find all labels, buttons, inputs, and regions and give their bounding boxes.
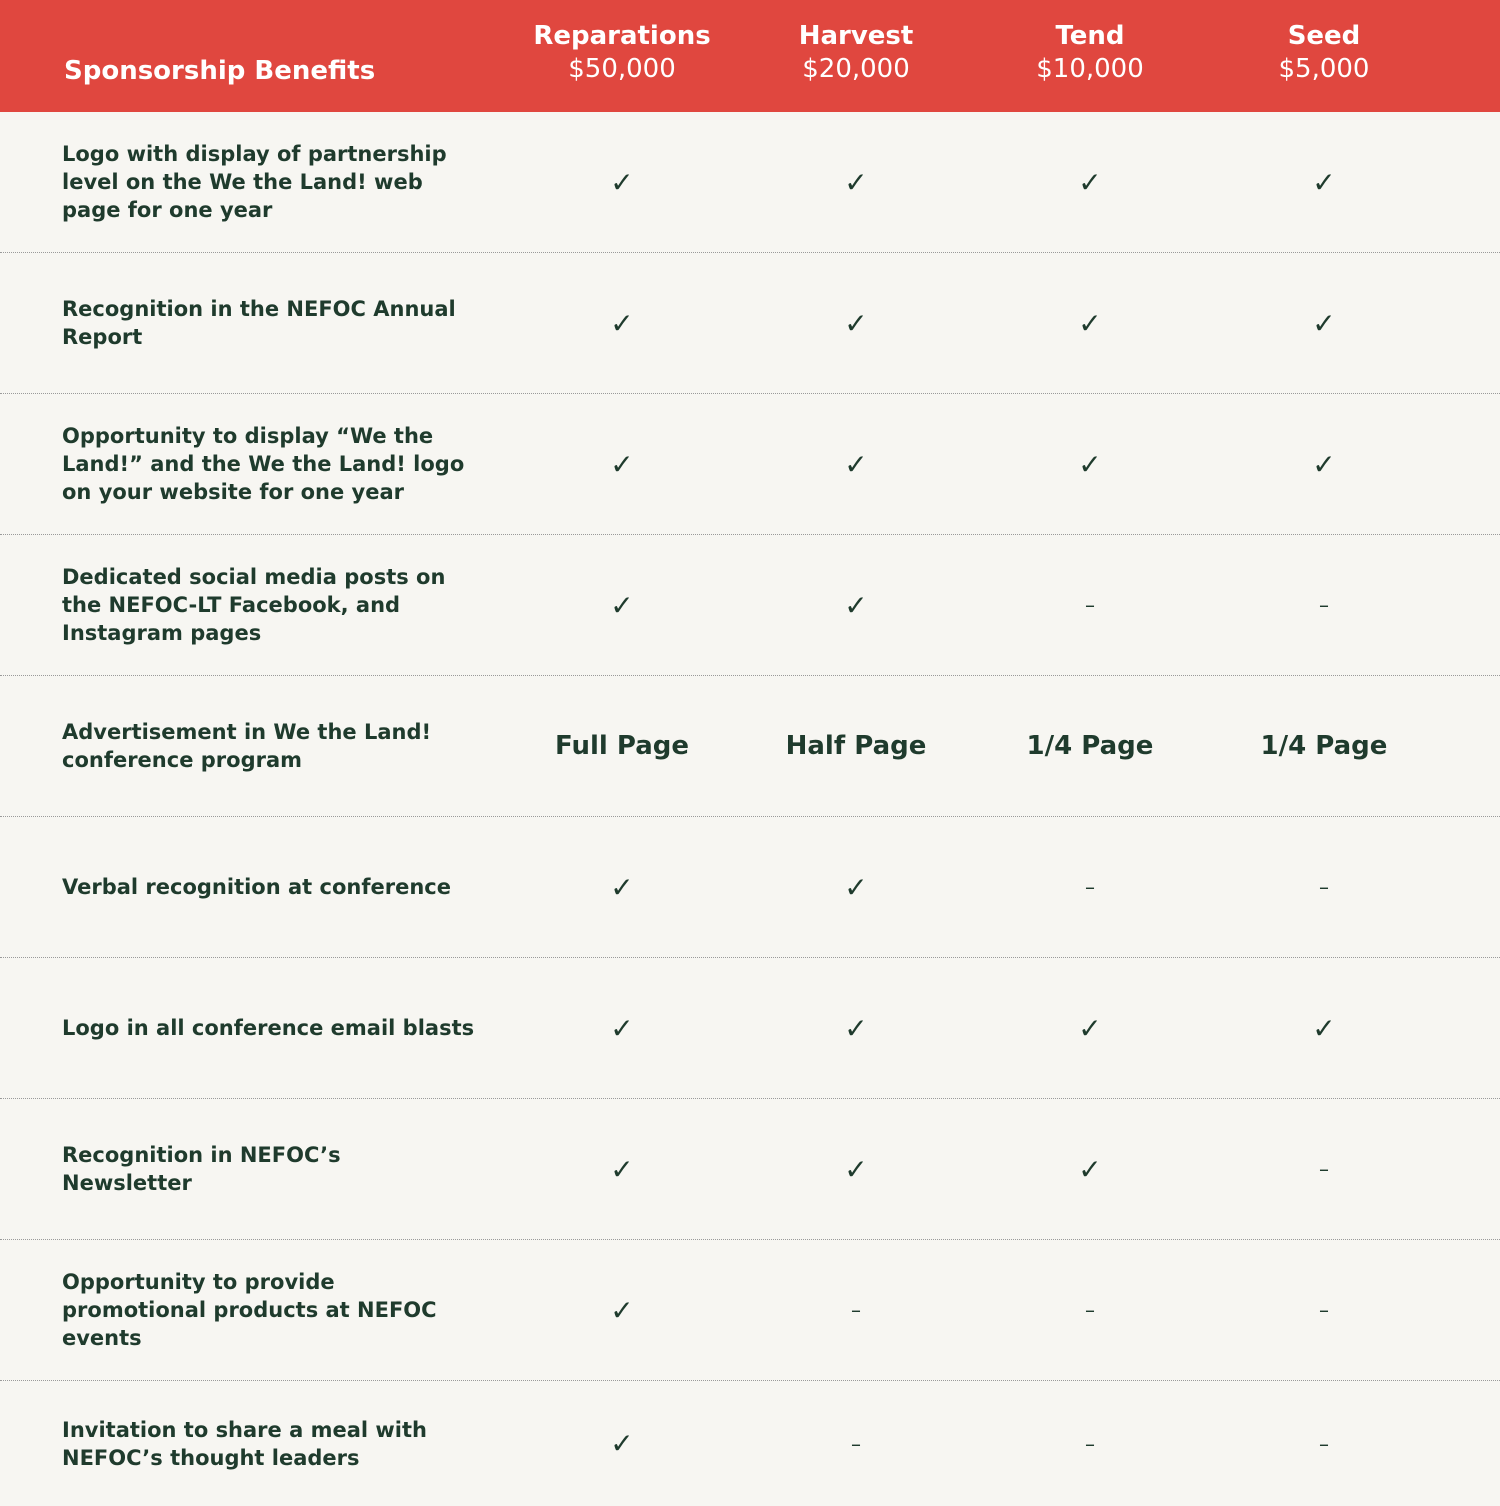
tier-cell: ✓ xyxy=(610,1152,634,1186)
benefit-text: Opportunity to display “We the Land!” an… xyxy=(62,424,465,504)
benefit-cell: Recognition in NEFOC’s Newsletter xyxy=(0,1141,505,1197)
benefit-row: Dedicated social media posts on the NEFO… xyxy=(0,535,1500,676)
tier-cell: ✓ xyxy=(844,1152,868,1186)
tier-cell: – xyxy=(1319,875,1329,899)
benefit-cell: Dedicated social media posts on the NEFO… xyxy=(0,563,505,647)
benefit-row: Logo with display of partnership level o… xyxy=(0,112,1500,253)
benefit-cell: Logo in all conference email blasts xyxy=(0,1014,505,1042)
tier-cell: – xyxy=(1319,593,1329,617)
tier-cell: ✓ xyxy=(1078,306,1102,340)
header-row: Sponsorship Benefits Reparations $50,000 Ha… xyxy=(0,0,1500,112)
benefit-text: Recognition in NEFOC’s Newsletter xyxy=(62,1143,341,1195)
benefit-row: Invitation to share a meal with NEFOC’s … xyxy=(0,1381,1500,1506)
benefit-row: Opportunity to provide promotional produ… xyxy=(0,1240,1500,1381)
tier-price: $10,000 xyxy=(1036,54,1144,84)
benefit-cell: Advertisement in We the Land! conference… xyxy=(0,718,505,774)
tier-cell: – xyxy=(1085,875,1095,899)
tier-cell: ✓ xyxy=(1312,1011,1336,1045)
tier-cell: ✓ xyxy=(610,1293,634,1327)
tier-cell: Full Page xyxy=(555,731,689,761)
benefit-cell: Opportunity to provide promotional produ… xyxy=(0,1268,505,1352)
tier-cell: ✓ xyxy=(1312,447,1336,481)
benefit-cell: Logo with display of partnership level o… xyxy=(0,140,505,224)
tier-cell: ✓ xyxy=(844,870,868,904)
tier-cell: ✓ xyxy=(844,306,868,340)
tier-cell: ✓ xyxy=(844,1011,868,1045)
tier-cell: ✓ xyxy=(1312,306,1336,340)
tier-cell: ✓ xyxy=(610,306,634,340)
tier-header: Harvest $20,000 xyxy=(739,0,973,112)
benefit-row: Verbal recognition at conference ✓ ✓ – – xyxy=(0,817,1500,958)
tier-cell: – xyxy=(1319,1298,1329,1322)
benefit-text: Logo with display of partnership level o… xyxy=(62,142,447,222)
header-title: Sponsorship Benefits xyxy=(64,56,376,86)
tier-cell: ✓ xyxy=(844,588,868,622)
benefit-row: Recognition in NEFOC’s Newsletter ✓ ✓ ✓ – xyxy=(0,1099,1500,1240)
benefit-cell: Invitation to share a meal with NEFOC’s … xyxy=(0,1416,505,1472)
tier-header: Tend $10,000 xyxy=(973,0,1207,112)
benefit-text: Verbal recognition at conference xyxy=(62,875,451,899)
tier-cell: ✓ xyxy=(610,165,634,199)
benefit-cell: Opportunity to display “We the Land!” an… xyxy=(0,422,505,506)
tier-cell: ✓ xyxy=(844,165,868,199)
benefit-text: Dedicated social media posts on the NEFO… xyxy=(62,565,446,645)
tier-cell: Half Page xyxy=(785,731,927,761)
tier-cell: ✓ xyxy=(610,447,634,481)
benefit-text: Recognition in the NEFOC Annual Report xyxy=(62,297,456,349)
benefit-cell: Verbal recognition at conference xyxy=(0,873,505,901)
benefit-text: Invitation to share a meal with NEFOC’s … xyxy=(62,1417,427,1470)
tier-cell: – xyxy=(1085,593,1095,617)
benefit-text: Logo in all conference email blasts xyxy=(62,1016,475,1040)
benefit-text: Opportunity to provide promotional produ… xyxy=(62,1270,437,1350)
tier-cell: ✓ xyxy=(1078,1011,1102,1045)
tier-cell: ✓ xyxy=(610,1011,634,1045)
tier-cell: ✓ xyxy=(610,870,634,904)
tier-cell: ✓ xyxy=(1312,165,1336,199)
tier-header: Reparations $50,000 xyxy=(505,0,739,112)
tier-price: $50,000 xyxy=(568,54,676,84)
tier-cell: ✓ xyxy=(1078,1152,1102,1186)
tier-name: Reparations xyxy=(533,21,711,51)
tier-header: Seed $5,000 xyxy=(1207,0,1441,112)
benefit-row: Advertisement in We the Land! conference… xyxy=(0,676,1500,817)
tier-cell: ✓ xyxy=(610,1427,634,1460)
tier-cell: ✓ xyxy=(610,588,634,622)
tier-price: $5,000 xyxy=(1278,54,1370,84)
tier-cell: ✓ xyxy=(1078,447,1102,481)
tier-cell: 1/4 Page xyxy=(1260,731,1388,761)
benefit-cell: Recognition in the NEFOC Annual Report xyxy=(0,295,505,351)
tier-name: Tend xyxy=(1055,21,1125,51)
tier-cell: 1/4 Page xyxy=(1026,731,1154,761)
benefit-row: Logo in all conference email blasts ✓ ✓ ✓ ✓ xyxy=(0,958,1500,1099)
tier-cell: – xyxy=(1085,1431,1095,1456)
tier-cell: – xyxy=(851,1298,861,1322)
benefit-row: Recognition in the NEFOC Annual Report ✓ ✓… xyxy=(0,253,1500,394)
tier-price: $20,000 xyxy=(802,54,910,84)
tier-cell: ✓ xyxy=(1078,165,1102,199)
benefit-row: Opportunity to display “We the Land!” an… xyxy=(0,394,1500,535)
tier-name: Seed xyxy=(1287,21,1361,51)
tier-cell: – xyxy=(1319,1157,1329,1181)
tier-cell: ✓ xyxy=(844,447,868,481)
tier-cell: – xyxy=(1319,1431,1329,1456)
tier-cell: – xyxy=(1085,1298,1095,1322)
tier-cell: – xyxy=(851,1431,861,1456)
tier-name: Harvest xyxy=(798,21,914,51)
benefit-text: Advertisement in We the Land! conference… xyxy=(62,720,432,772)
